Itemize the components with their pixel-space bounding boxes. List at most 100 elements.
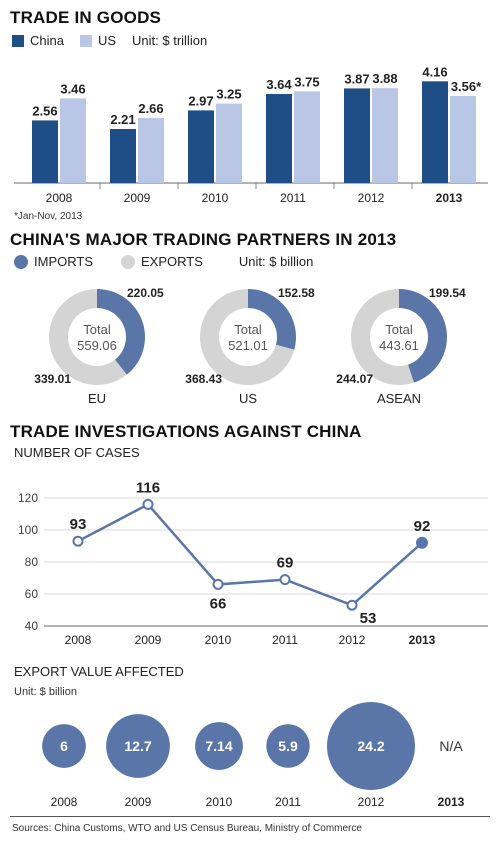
- bar-label-us-2009: 2.66: [138, 101, 163, 116]
- trade-bar-chart: 2.563.46 2008 2.212.66 2009 2.97 3.25 2010 3.64…: [14, 64, 488, 205]
- legend-exports-label: EXPORTS: [141, 254, 203, 269]
- legend-china-swatch: [12, 34, 24, 47]
- bubble-2008: [42, 724, 86, 768]
- bubble-2009: [106, 714, 170, 778]
- x-tick-label-2013: 2013: [409, 633, 436, 647]
- donut-eu-imports-label: 220.05: [127, 286, 164, 300]
- x-tick-label-2013: 2013: [436, 191, 463, 205]
- x-tick-label-2011: 2011: [272, 633, 298, 647]
- cases-label-2011: 69: [277, 555, 294, 572]
- y-tick-label-40: 40: [25, 619, 39, 633]
- y-tick-label-120: 120: [18, 491, 38, 505]
- trade-legend: China US Unit: $ trillion: [12, 33, 207, 48]
- partners-legend: IMPORTS EXPORTS Unit: $ billion: [14, 254, 313, 269]
- trade-footnote: *Jan-Nov, 2013: [14, 211, 83, 222]
- export-value-unit: Unit: $ billion: [14, 686, 77, 698]
- bubble-label-2012: 24.2: [357, 738, 384, 754]
- x-tick-label-2009: 2009: [124, 191, 151, 205]
- bar-us-2009: [138, 117, 164, 183]
- cases-point-2009: [142, 498, 154, 510]
- bar-label-us-2011: 3.75: [294, 74, 319, 89]
- export-value-label: EXPORT VALUE AFFECTED: [14, 664, 184, 679]
- bar-china-2010: [188, 110, 214, 183]
- cases-point-2013: [416, 536, 428, 549]
- donut-eu-imports-slice: [97, 289, 145, 375]
- donut-eu-exports-label: 339.01: [34, 372, 71, 386]
- donut-asean-imports-slice: [399, 289, 448, 383]
- bar-label-china-2009: 2.21: [110, 112, 135, 127]
- x-tick-label-2011: 2011: [280, 191, 306, 205]
- donut-us-imports-label: 152.58: [278, 286, 315, 300]
- donut-asean-total-word: Total: [385, 322, 413, 337]
- bar-us-2013: [450, 95, 476, 183]
- cases-label-2012: 53: [360, 610, 377, 627]
- bubble-label-2011: 5.9: [278, 738, 298, 754]
- trade-title: TRADE IN GOODS: [10, 8, 162, 27]
- y-tick-label-80: 80: [25, 555, 39, 569]
- y-tick-label-100: 100: [18, 523, 38, 537]
- sources-note: Sources: China Customs, WTO and US Censu…: [12, 823, 362, 834]
- donut-eu-exports-slice: [48, 289, 127, 385]
- cases-point-2010: [212, 578, 224, 590]
- bar-china-2013: [422, 81, 448, 183]
- bar-us-2010: [216, 103, 242, 183]
- bubble-label-2008: 6: [60, 738, 68, 754]
- bar-label-china-2008: 2.56: [32, 103, 57, 118]
- x-tick-label-2010: 2010: [202, 191, 229, 205]
- cases-label-2010: 66: [210, 595, 227, 612]
- investigations-title: TRADE INVESTIGATIONS AGAINST CHINA: [10, 422, 362, 441]
- bar-label-us-2008: 3.46: [60, 81, 85, 96]
- y-tick-label-60: 60: [25, 587, 39, 601]
- x-tick-label-2010: 2010: [205, 633, 232, 647]
- cases-point-2011: [279, 574, 291, 586]
- bubble-year-2013: 2013: [438, 795, 465, 809]
- donut-asean-imports-label: 199.54: [429, 286, 466, 300]
- bar-us-2011: [294, 91, 320, 183]
- cases-label-2008: 93: [70, 516, 87, 533]
- bar-label-china-2010: 2.97: [188, 93, 213, 108]
- bubble-year-2009: 2009: [125, 795, 152, 809]
- x-tick-label-2012: 2012: [339, 633, 366, 647]
- cases-label: NUMBER OF CASES: [14, 445, 140, 460]
- cases-line-chart: 40 60 80 100 120 93 2008 116 2009 66 2010 69 2011 53 2…: [18, 479, 488, 647]
- donut-asean-total-value: 443.61: [379, 338, 419, 353]
- trade-unit: Unit: $ trillion: [132, 33, 208, 48]
- cases-point-2012: [346, 599, 358, 611]
- x-tick-label-2008: 2008: [46, 191, 73, 205]
- legend-us-swatch: [79, 34, 92, 47]
- cases-label-2013: 92: [414, 518, 431, 535]
- bar-china-2012: [344, 88, 370, 183]
- bubble-2010: [195, 722, 243, 770]
- bar-label-us-2012: 3.88: [372, 71, 397, 86]
- donut-us-exports-label: 368.43: [185, 372, 222, 386]
- partners-unit: Unit: $ billion: [238, 254, 314, 269]
- donut-us-total-word: Total: [234, 322, 262, 337]
- donut-asean-name: ASEAN: [377, 391, 421, 406]
- donut-eu-total-word: Total: [83, 322, 111, 337]
- bubble-label-2010: 7.14: [205, 738, 232, 754]
- bar-label-us-2013: 3.56*: [451, 79, 482, 94]
- bubble-2011: [266, 724, 310, 768]
- x-tick-label-2009: 2009: [135, 633, 162, 647]
- bar-label-china-2013: 4.16: [422, 64, 447, 79]
- donut-asean-exports-label: 244.07: [336, 372, 373, 386]
- bubble-label-2013: N/A: [439, 738, 463, 754]
- legend-china-label: China: [30, 33, 64, 48]
- donut-eu-total-value: 559.06: [77, 338, 117, 353]
- bar-us-2012: [372, 88, 398, 183]
- legend-exports-swatch: [121, 254, 135, 269]
- bar-us-2008: [60, 98, 86, 183]
- legend-imports-label: IMPORTS: [34, 254, 93, 269]
- bubble-label-2009: 12.7: [124, 738, 151, 754]
- donut-us-total-value: 521.01: [228, 338, 268, 353]
- bar-china-2008: [32, 120, 58, 183]
- x-tick-label-2012: 2012: [358, 191, 385, 205]
- bubble-year-2011: 2011: [275, 795, 301, 809]
- legend-imports-swatch: [14, 254, 28, 269]
- bubble-year-2010: 2010: [206, 795, 233, 809]
- bubble-year-2008: 2008: [51, 795, 78, 809]
- bubble-2012: [327, 702, 415, 790]
- donut-eu-name: EU: [88, 391, 106, 406]
- x-tick-label-2008: 2008: [65, 633, 92, 647]
- bar-china-2011: [266, 94, 292, 183]
